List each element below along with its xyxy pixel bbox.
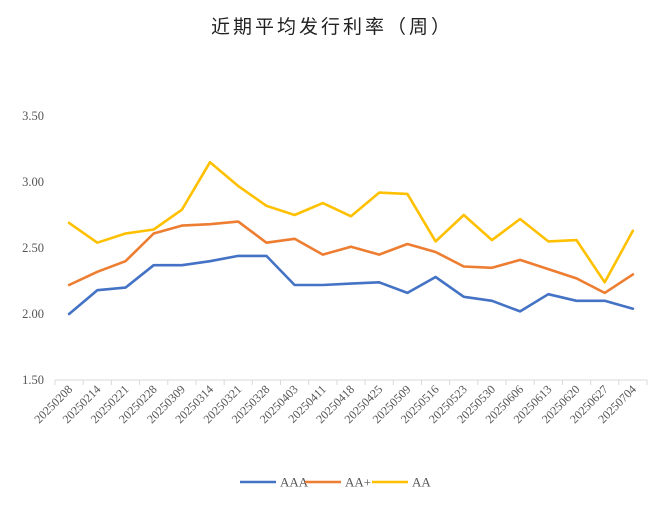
legend-label: AA xyxy=(412,475,431,490)
series-line-aaa xyxy=(67,254,635,316)
legend: AAA AA+ AA xyxy=(240,475,431,490)
y-tick-label: 2.00 xyxy=(22,307,44,321)
series-line-aa-plus xyxy=(67,220,635,295)
series-lines xyxy=(67,160,635,316)
legend-label: AAA xyxy=(280,475,309,490)
chart-title: 近期平均发行利率（周） xyxy=(211,16,453,38)
y-tick-label: 1.50 xyxy=(22,373,44,387)
legend-label: AA+ xyxy=(345,475,371,490)
y-tick-label: 3.50 xyxy=(22,109,44,123)
y-axis: 1.50 2.00 2.50 3.00 3.50 xyxy=(22,109,44,387)
x-axis: 2025020820250214202502212025022820250309… xyxy=(31,380,648,426)
series-line-aa xyxy=(67,160,635,284)
y-tick-label: 3.00 xyxy=(22,175,44,189)
y-tick-label: 2.50 xyxy=(22,241,44,255)
